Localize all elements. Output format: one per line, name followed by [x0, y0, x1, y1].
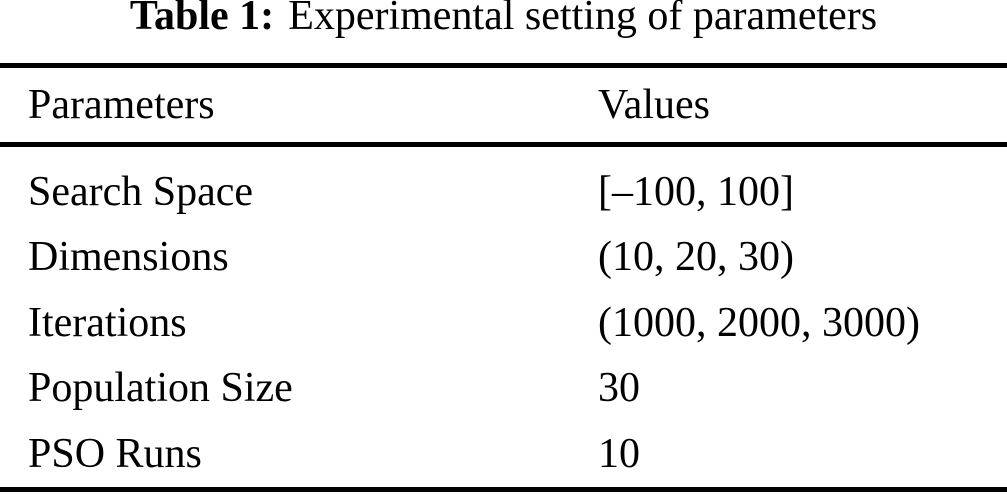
- value-cell: 30: [598, 365, 640, 412]
- table-header-row: Parameters Values: [0, 68, 1007, 142]
- table-caption: Table 1: Experimental setting of paramete…: [0, 0, 1007, 63]
- table-bottom-rule: [0, 486, 1007, 492]
- table-row-dimensions: Dimensions (10, 20, 30): [0, 225, 1007, 291]
- table-top-rule: [0, 63, 1007, 68]
- parameter-cell: Dimensions: [28, 234, 229, 281]
- value-cell: [–100, 100]: [598, 168, 794, 215]
- table-body: Search Space [–100, 100] Dimensions (10,…: [0, 147, 1007, 487]
- table-caption-label: Table 1:: [129, 0, 275, 39]
- table-row-population-size: Population Size 30: [0, 356, 1007, 422]
- column-header-values: Values: [598, 82, 710, 128]
- table-mid-rule: [0, 142, 1007, 147]
- parameter-cell: Search Space: [28, 168, 254, 215]
- table-caption-text: Experimental setting of parameters: [288, 0, 878, 39]
- value-cell: (1000, 2000, 3000): [598, 299, 920, 346]
- parameter-cell: Iterations: [28, 299, 187, 346]
- value-cell: (10, 20, 30): [598, 234, 794, 281]
- value-cell: 10: [598, 430, 640, 477]
- column-header-parameters: Parameters: [28, 82, 215, 128]
- table-row-search-space: Search Space [–100, 100]: [0, 159, 1007, 225]
- parameter-cell: PSO Runs: [28, 430, 202, 477]
- table-row-iterations: Iterations (1000, 2000, 3000): [0, 290, 1007, 356]
- parameter-cell: Population Size: [28, 365, 293, 412]
- table-row-pso-runs: PSO Runs 10: [0, 421, 1007, 487]
